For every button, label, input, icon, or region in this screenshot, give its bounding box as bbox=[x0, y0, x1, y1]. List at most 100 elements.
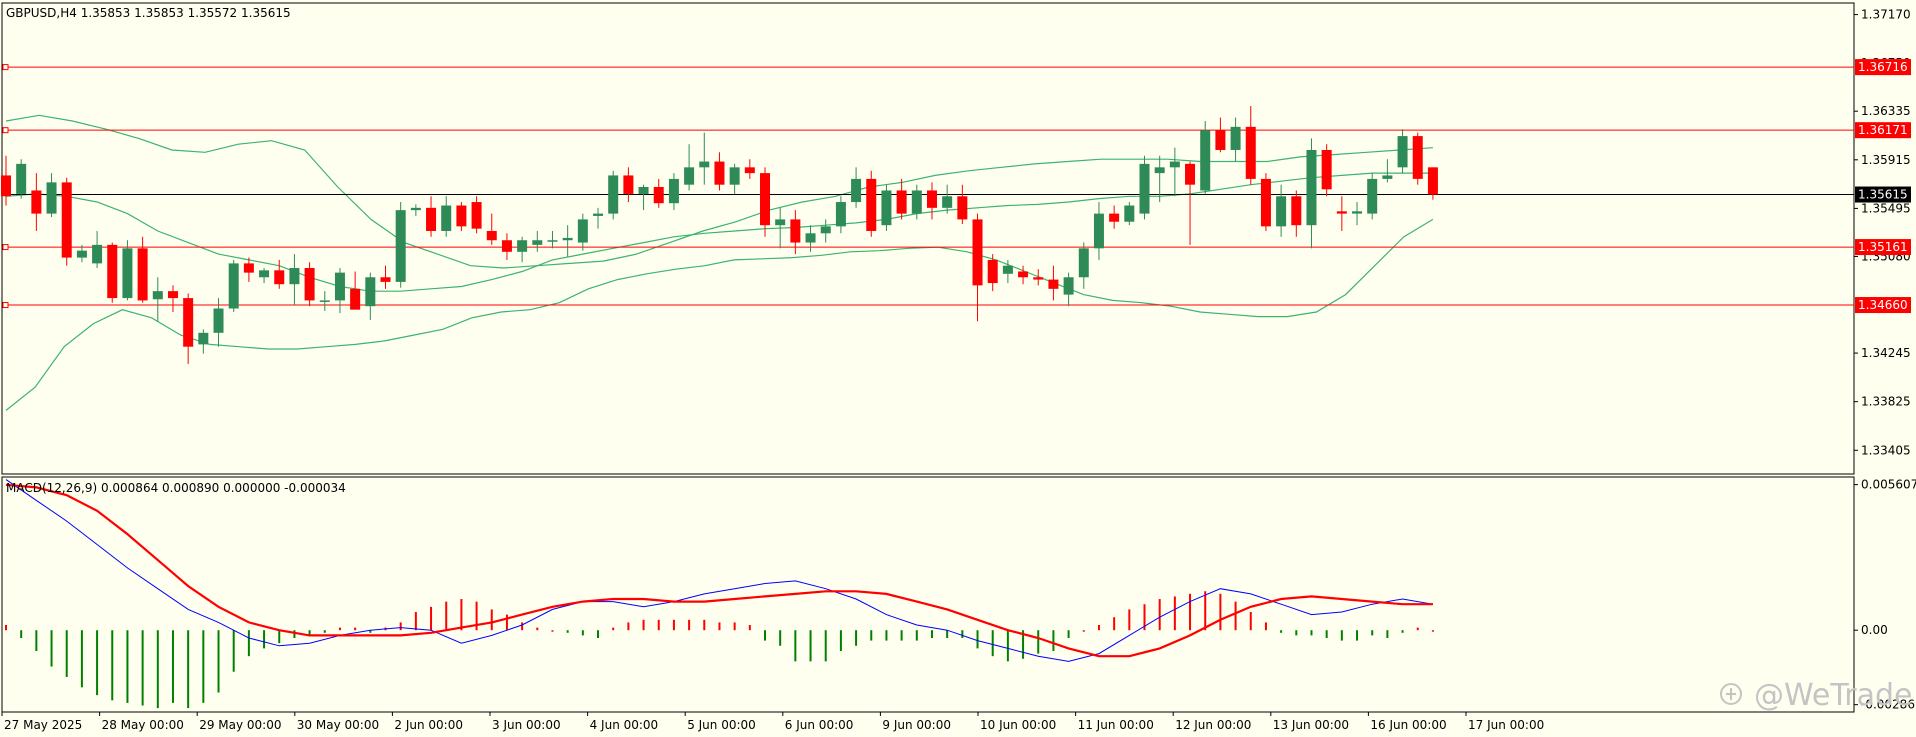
candle-bearish bbox=[1321, 149, 1332, 190]
candle-bullish bbox=[228, 263, 239, 309]
macd-header: MACD(12,26,9) 0.000864 0.000890 0.000000… bbox=[6, 481, 346, 495]
level-anchor-marker bbox=[2, 302, 9, 309]
candle-bullish bbox=[835, 202, 846, 227]
candle-bullish bbox=[395, 210, 406, 282]
candle-bullish bbox=[942, 196, 953, 208]
candle-bearish bbox=[1033, 277, 1044, 280]
candle-bullish bbox=[334, 272, 345, 301]
candle-bullish bbox=[1230, 126, 1241, 150]
candle-bullish bbox=[775, 219, 786, 226]
candle-bearish bbox=[1185, 163, 1196, 185]
candle-bullish bbox=[851, 178, 862, 203]
candle-bullish bbox=[1139, 163, 1150, 214]
candle-bearish bbox=[61, 182, 72, 258]
level-price-label: 1.36171 bbox=[1858, 123, 1908, 137]
level-price-box bbox=[1855, 297, 1911, 314]
candle-bullish bbox=[532, 240, 543, 245]
candle-bullish bbox=[699, 161, 710, 168]
candle-bullish bbox=[92, 244, 103, 264]
price-tick-label: 1.35915 bbox=[1861, 153, 1911, 167]
candle-bearish bbox=[167, 291, 178, 299]
price-tick-label: 1.37170 bbox=[1861, 8, 1911, 22]
price-pane-border bbox=[1, 2, 1855, 475]
time-tick-label: 6 Jun 00:00 bbox=[785, 718, 854, 732]
price-tick-label: 1.33405 bbox=[1861, 443, 1911, 457]
symbol-header: GBPUSD,H4 1.35853 1.35853 1.35572 1.3561… bbox=[6, 6, 291, 20]
level-price-label: 1.34660 bbox=[1858, 298, 1908, 312]
candle-bearish bbox=[1260, 178, 1271, 227]
time-tick-label: 28 May 00:00 bbox=[102, 718, 184, 732]
candle-bullish bbox=[441, 205, 452, 231]
time-tick-label: 10 Jun 00:00 bbox=[980, 718, 1056, 732]
candle-bullish bbox=[1397, 136, 1408, 168]
candle-bearish bbox=[1427, 167, 1438, 195]
candle-bullish bbox=[668, 178, 679, 204]
chart-frame bbox=[1, 2, 1855, 713]
candle-bearish bbox=[304, 268, 315, 301]
candle-bearish bbox=[1245, 126, 1256, 179]
candle-bearish bbox=[790, 219, 801, 243]
macd-signal-line bbox=[5, 483, 1433, 658]
watermark: @WeTrade bbox=[1720, 678, 1913, 713]
candle-bullish bbox=[1200, 130, 1211, 191]
macd-pane[interactable] bbox=[5, 479, 1434, 709]
candle-bullish bbox=[365, 277, 376, 307]
candle-bearish bbox=[987, 259, 998, 284]
candle-bullish bbox=[638, 187, 649, 194]
candle-bullish bbox=[1063, 277, 1074, 295]
time-tick-label: 13 Jun 00:00 bbox=[1273, 718, 1349, 732]
macd-tick-label: -0.002867 bbox=[1861, 698, 1916, 712]
candle-bearish bbox=[714, 161, 725, 185]
candle-bearish bbox=[1, 175, 11, 197]
candle-bullish bbox=[319, 300, 330, 302]
candle-bearish bbox=[350, 288, 361, 310]
current-price-box bbox=[1855, 186, 1911, 203]
candle-bullish bbox=[577, 219, 588, 243]
time-tick-label: 11 Jun 00:00 bbox=[1078, 718, 1154, 732]
candle-bearish bbox=[426, 207, 437, 231]
candle-bearish bbox=[380, 277, 391, 282]
candle-bearish bbox=[896, 190, 907, 214]
candle-bullish bbox=[46, 182, 57, 214]
candle-bullish bbox=[1306, 149, 1317, 226]
price-tick-label: 1.35495 bbox=[1861, 201, 1911, 215]
price-tick-label: 1.33825 bbox=[1861, 395, 1911, 409]
candle-bearish bbox=[760, 173, 770, 226]
candle-bullish bbox=[1078, 248, 1089, 278]
macd-pane-border bbox=[1, 476, 1855, 713]
time-tick-label: 17 Jun 00:00 bbox=[1468, 718, 1544, 732]
bollinger-upper-band bbox=[5, 114, 1433, 269]
level-price-box bbox=[1855, 59, 1911, 76]
candle-bullish bbox=[820, 226, 831, 234]
candle-bearish bbox=[107, 244, 118, 299]
candle-bearish bbox=[137, 248, 148, 301]
current-price-label: 1.35615 bbox=[1858, 188, 1908, 202]
candle-bullish bbox=[152, 291, 163, 300]
candle-bullish bbox=[562, 237, 573, 241]
time-tick-label: 29 May 00:00 bbox=[199, 718, 281, 732]
candle-bullish bbox=[911, 190, 922, 214]
candle-bearish bbox=[744, 167, 755, 174]
candle-bullish bbox=[517, 240, 528, 252]
candle-bullish bbox=[1367, 178, 1378, 214]
time-tick-label: 12 Jun 00:00 bbox=[1175, 718, 1251, 732]
level-anchor-marker bbox=[2, 64, 9, 71]
price-tick-label: 1.36335 bbox=[1861, 104, 1911, 118]
time-tick-label: 3 Jun 00:00 bbox=[492, 718, 561, 732]
candle-bearish bbox=[1412, 136, 1423, 179]
candle-bearish bbox=[1048, 279, 1059, 289]
bollinger-middle-band bbox=[5, 172, 1433, 292]
time-tick-label: 5 Jun 00:00 bbox=[687, 718, 756, 732]
candle-bearish bbox=[1336, 211, 1347, 214]
price-pane[interactable] bbox=[1, 64, 1854, 411]
candle-bearish bbox=[623, 175, 634, 194]
candle-bullish bbox=[881, 190, 892, 226]
candle-bullish bbox=[122, 248, 133, 299]
candle-bullish bbox=[198, 332, 209, 345]
candle-bullish bbox=[410, 207, 421, 211]
candle-bullish bbox=[729, 167, 740, 185]
candle-bearish bbox=[653, 187, 664, 204]
time-tick-label: 16 Jun 00:00 bbox=[1370, 718, 1446, 732]
candle-bearish bbox=[1018, 271, 1029, 278]
